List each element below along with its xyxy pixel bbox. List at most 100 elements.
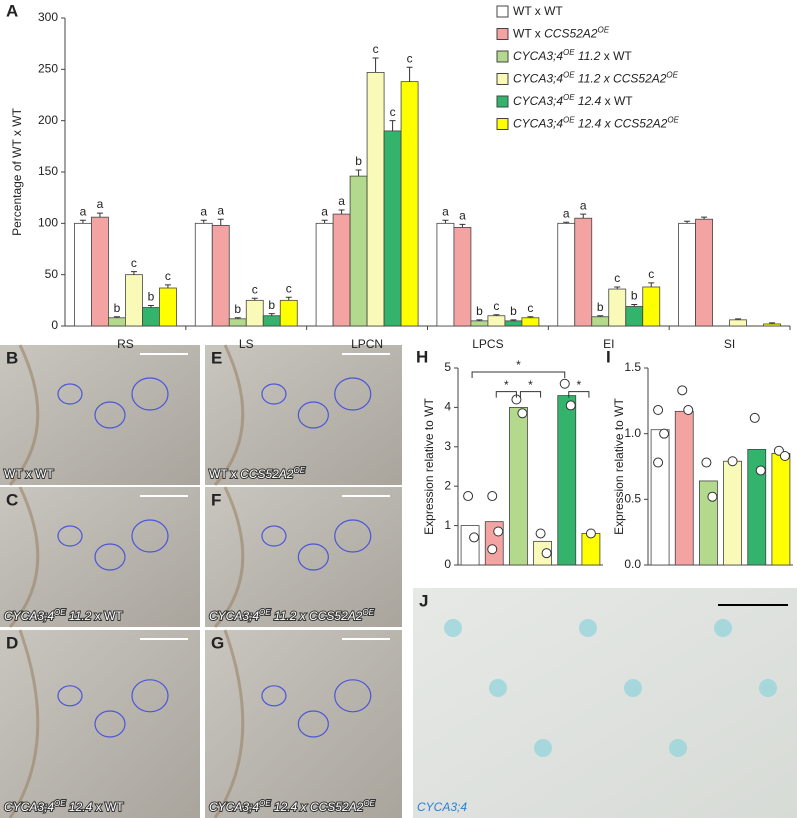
data-point (585, 528, 596, 539)
data-point (653, 405, 664, 416)
bar (142, 307, 160, 327)
data-point (701, 457, 712, 468)
x-tick-label: LPCS (472, 337, 503, 351)
text-segment: x WT (600, 49, 632, 63)
panel-letter: A (6, 1, 18, 20)
significance-letter: c (252, 282, 258, 296)
data-point (659, 428, 670, 439)
text-segment: OE (293, 466, 305, 475)
legend-label: CYCA3;4OE 11.2 x CCS52A2OE (513, 70, 679, 86)
error-bar (614, 286, 621, 290)
text-segment: OE (54, 608, 66, 617)
bar (228, 318, 247, 327)
error-bar (147, 304, 154, 308)
text-segment: WT x WT (513, 4, 563, 18)
text-segment: CYCA3;4 (417, 800, 467, 814)
cell-outline (57, 685, 83, 707)
significance-letter: c (493, 299, 499, 313)
data-point (755, 465, 766, 476)
legend-label: CYCA3;4OE 12.4 x WT (513, 93, 633, 109)
stained-cell (624, 679, 642, 697)
significance-letter: a (80, 204, 87, 218)
cell-outline (261, 383, 287, 405)
panel-letter: H (416, 347, 428, 366)
significance-letter: c (648, 267, 654, 281)
legend-label: CYCA3;4OE 12.4 x CCS52A2OE (513, 115, 680, 131)
significance-letter: c (390, 105, 396, 119)
bar (557, 222, 576, 327)
text-segment: 11.2 (66, 609, 92, 623)
significance-letter: a (563, 206, 570, 220)
text-segment: WT x WT (4, 467, 54, 481)
micrograph (205, 630, 402, 818)
y-tick-label: 50 (45, 267, 59, 281)
y-tick-label: 0 (444, 557, 451, 571)
bar (642, 286, 661, 327)
cell-outline (131, 519, 169, 553)
text-segment: OE (563, 115, 575, 124)
error-bar (217, 218, 224, 226)
stained-cell (444, 619, 462, 637)
bar (400, 81, 419, 327)
text-segment: CYCA3;4 (209, 609, 259, 623)
bar (591, 316, 610, 327)
y-tick-label: 200 (38, 113, 58, 127)
error-bar (268, 313, 275, 316)
significance-label: * (576, 378, 581, 392)
significance-letter: c (286, 281, 292, 295)
significance-letter: b (510, 304, 517, 318)
text-segment: CCS52A2 (544, 27, 598, 41)
cell-outline (131, 377, 169, 411)
micrograph (413, 588, 797, 818)
text-segment: 12.4 (66, 800, 93, 814)
significance-letter: a (217, 203, 224, 217)
bar (91, 216, 109, 327)
text-segment: 11.2 x CCS52A2 (271, 609, 363, 623)
text-segment: CYCA3;4 (513, 49, 563, 63)
significance-letter: b (114, 301, 121, 315)
data-point (677, 385, 688, 396)
cell-outline (94, 710, 126, 738)
y-axis-label: Expression relative to WT (612, 397, 626, 534)
panel-caption: CYCA3;4OE 11.2 x CCS52A2OE (209, 608, 375, 624)
bar (521, 317, 540, 327)
significance-label: * (504, 378, 509, 392)
vein (213, 486, 245, 628)
bar (453, 227, 472, 327)
error-bar (701, 216, 708, 220)
text-segment: WT x (209, 467, 240, 481)
data-point (565, 400, 576, 411)
significance-letter: b (234, 302, 241, 316)
error-bar (769, 322, 776, 324)
significance-letter: a (338, 194, 345, 208)
text-segment: OE (597, 25, 609, 34)
significance-letter: a (321, 204, 328, 218)
data-point (749, 412, 760, 423)
y-tick-label: 0 (51, 318, 58, 332)
text-segment: OE (563, 48, 575, 57)
text-segment: 12.4 x CCS52A2 (271, 800, 364, 814)
text-segment: WT x (513, 27, 544, 41)
text-segment: OE (259, 608, 271, 617)
error-bar (459, 223, 466, 228)
significance-label: * (528, 378, 533, 392)
cell-outline (261, 525, 287, 547)
data-point (559, 378, 570, 389)
bar (763, 323, 781, 327)
bar (574, 217, 593, 327)
bar (695, 218, 713, 327)
error-bar (389, 120, 396, 131)
legend-swatch (496, 5, 509, 18)
error-bar (527, 316, 534, 318)
cell-outline (334, 519, 372, 553)
text-segment: 12.4 (575, 94, 602, 108)
cell-outline (261, 685, 287, 707)
text-segment: x WT (91, 609, 123, 623)
micrograph (0, 487, 200, 627)
legend-swatch (496, 73, 509, 85)
vein (213, 629, 245, 818)
significance-bracket (568, 391, 590, 398)
bar (159, 287, 177, 327)
text-segment: OE (563, 70, 575, 79)
